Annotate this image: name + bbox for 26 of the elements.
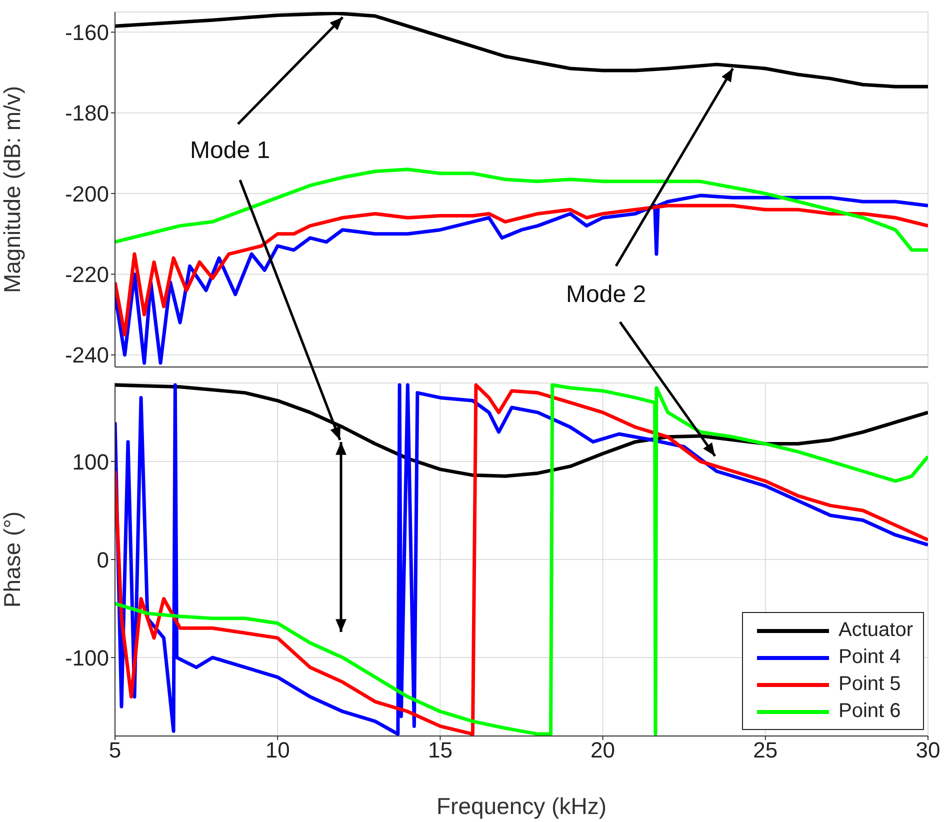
x-axis-title: Frequency (kHz) — [436, 793, 606, 819]
y-tick-label: 0 — [96, 547, 109, 572]
annotation: Mode 1 — [190, 137, 270, 165]
y-tick-label: -200 — [64, 181, 109, 206]
line-series — [115, 168, 928, 252]
x-tick-label: 10 — [265, 738, 290, 763]
annotation: Mode 2 — [566, 281, 646, 309]
x-tick-label: 20 — [590, 738, 616, 763]
legend-label: Point 5 — [838, 673, 901, 696]
y-tick-label: -220 — [64, 262, 109, 288]
y-axis-title: Magnitude (dB: m/v) — [0, 86, 26, 294]
legend-label: Point 6 — [838, 700, 901, 723]
y-tick-label: -240 — [64, 342, 109, 368]
legend-label: Actuator — [838, 619, 913, 642]
y-tick-label: -100 — [64, 645, 109, 670]
line-series — [115, 194, 928, 365]
x-tick-label: 30 — [916, 738, 940, 763]
y-tick-label: 100 — [72, 449, 109, 474]
x-tick-label: 5 — [108, 738, 122, 763]
x-tick-label: 25 — [753, 738, 778, 763]
legend-label: Point 4 — [838, 646, 901, 669]
line-series — [115, 204, 928, 336]
y-axis-title: Phase (°) — [0, 511, 26, 608]
x-tick-label: 15 — [428, 738, 452, 763]
y-tick-label: -160 — [64, 20, 109, 45]
y-tick-label: -180 — [64, 100, 109, 126]
